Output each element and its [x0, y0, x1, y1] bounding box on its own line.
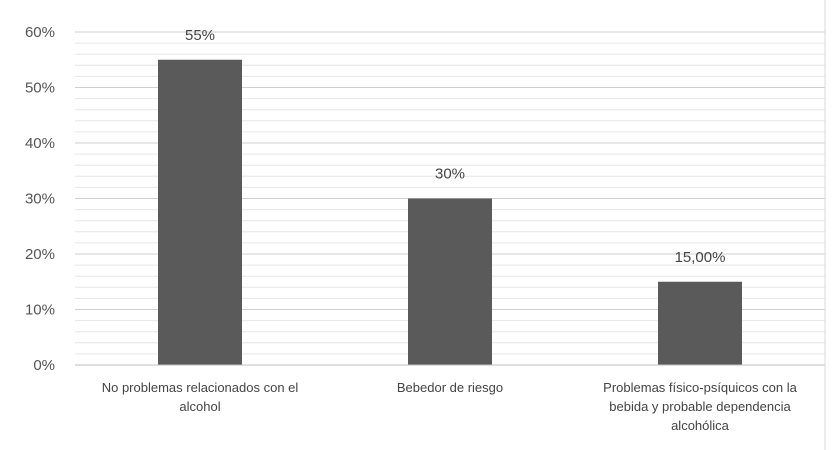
bar — [408, 198, 492, 365]
x-category-label-line: No problemas relacionados con el — [102, 380, 299, 395]
x-category-label-line: Problemas físico-psíquicos con la — [603, 380, 797, 395]
data-label: 15,00% — [675, 249, 726, 266]
y-tick-label: 10% — [25, 302, 55, 319]
data-label: 55% — [185, 27, 215, 44]
y-tick-label: 0% — [33, 357, 55, 374]
bar — [158, 59, 242, 365]
y-tick-label: 20% — [25, 246, 55, 263]
x-category-label: No problemas relacionados con el alcohol — [102, 380, 299, 414]
y-tick-label: 30% — [25, 191, 55, 208]
bars — [158, 59, 742, 365]
data-labels: 55% 30% 15,00% — [185, 27, 725, 266]
x-category-label: Problemas físico-psíquicos con la bebida … — [603, 380, 797, 433]
x-category-label: Bebedor de riesgo — [397, 380, 503, 395]
x-category-label-line: bebida y probable dependencia — [609, 399, 791, 414]
y-tick-label: 60% — [25, 24, 55, 41]
x-category-label-line: alcohol — [179, 399, 220, 414]
data-label: 30% — [435, 166, 465, 183]
y-tick-label: 40% — [25, 135, 55, 152]
x-category-label-line: alcohólica — [671, 418, 730, 433]
y-tick-label: 50% — [25, 80, 55, 97]
category-labels: No problemas relacionados con el alcohol B… — [102, 380, 798, 433]
x-category-label-line: Bebedor de riesgo — [397, 380, 503, 395]
y-axis-tick-labels: 0% 10% 20% 30% 40% 50% 60% — [25, 24, 55, 374]
bar — [658, 281, 742, 365]
